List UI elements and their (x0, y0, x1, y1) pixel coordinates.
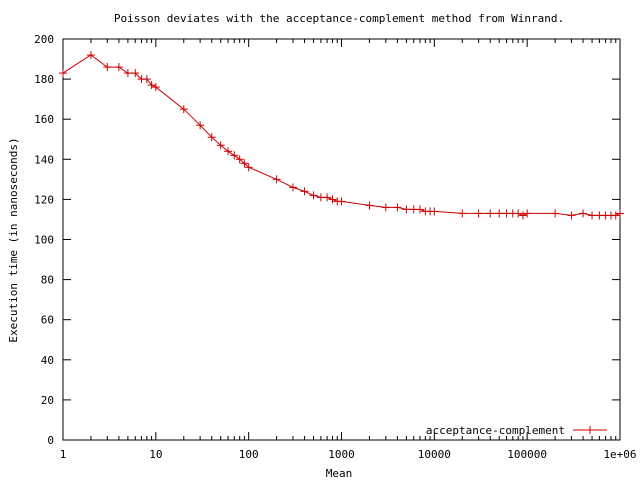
plot-frame (62, 38, 621, 441)
series-group (59, 51, 624, 220)
data-point (365, 201, 374, 210)
data-point (151, 83, 160, 92)
data-point (103, 63, 112, 72)
x-tick-label: 10000 (418, 448, 451, 461)
chart-title: Poisson deviates with the acceptance-com… (114, 12, 564, 25)
data-point (300, 187, 309, 196)
y-tick-label: 80 (41, 274, 54, 287)
y-axis-label: Execution time (in nanoseconds) (7, 137, 20, 342)
data-point (523, 209, 532, 218)
y-tick-label: 40 (41, 354, 54, 367)
x-tick-label: 1000 (328, 448, 355, 461)
data-point (224, 147, 233, 156)
data-point (207, 133, 216, 142)
data-point (415, 205, 424, 214)
legend-marker (586, 426, 594, 434)
data-point (272, 175, 281, 184)
legend: acceptance-complement (426, 424, 607, 437)
data-point (179, 105, 188, 114)
data-point (328, 195, 337, 204)
data-point (579, 209, 588, 218)
data-point (147, 81, 156, 90)
y-tick-label: 160 (34, 113, 54, 126)
data-point (474, 209, 483, 218)
plot-area (62, 38, 621, 441)
x-tick-label: 1 (60, 448, 67, 461)
data-point (514, 209, 523, 218)
data-point (430, 207, 439, 216)
y-tick-label: 200 (34, 33, 54, 46)
x-axis-label: Mean (326, 467, 353, 480)
data-point (244, 163, 253, 172)
x-tick-label: 100 (239, 448, 259, 461)
data-point (551, 209, 560, 218)
x-tick-label: 100000 (507, 448, 547, 461)
data-point (323, 193, 332, 202)
x-tick-label: 1e+06 (603, 448, 636, 461)
data-point (142, 75, 151, 84)
data-point (486, 209, 495, 218)
y-axis: 0 20 40 60 80 100 120 140 160 180 200 (34, 33, 620, 447)
data-point (381, 203, 390, 212)
data-point (288, 183, 297, 192)
y-tick-label: 100 (34, 234, 54, 247)
y-tick-label: 60 (41, 314, 54, 327)
data-point (495, 209, 504, 218)
data-point (230, 151, 239, 160)
x-axis: 1 10 100 1000 10000 100000 1e+06 (60, 39, 637, 461)
x-tick-label: 10 (149, 448, 162, 461)
data-point (458, 209, 467, 218)
data-point (59, 69, 67, 78)
data-point (235, 155, 244, 164)
data-point (123, 69, 132, 78)
legend-label: acceptance-complement (426, 424, 565, 437)
data-point (616, 209, 624, 218)
data-point (567, 211, 576, 220)
data-point (337, 197, 346, 206)
data-point (114, 63, 123, 72)
data-point (393, 203, 402, 212)
data-point (309, 191, 318, 200)
y-tick-label: 180 (34, 73, 54, 86)
data-point (611, 211, 620, 220)
y-tick-label: 140 (34, 153, 54, 166)
y-tick-label: 120 (34, 193, 54, 206)
data-point (240, 159, 249, 168)
data-point (518, 211, 527, 220)
data-point (588, 211, 597, 220)
data-point (402, 205, 411, 214)
y-tick-label: 0 (47, 434, 54, 447)
data-point (86, 51, 95, 60)
y-tick-label: 20 (41, 394, 54, 407)
data-point (216, 141, 225, 150)
data-point (131, 69, 140, 78)
data-point (196, 121, 205, 130)
